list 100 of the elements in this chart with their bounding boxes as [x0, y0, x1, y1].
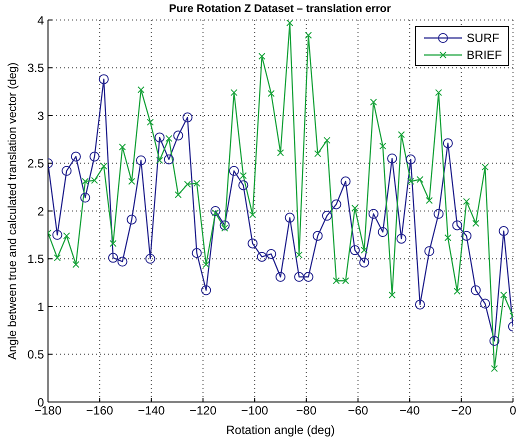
- point: [145, 254, 156, 264]
- point: [118, 144, 126, 151]
- point: [426, 196, 433, 204]
- point: [286, 20, 294, 26]
- point: [212, 209, 219, 216]
- point: [498, 226, 509, 236]
- y-tick-label: 2: [37, 204, 44, 218]
- point: [490, 365, 498, 372]
- point: [72, 260, 80, 268]
- point: [100, 162, 108, 170]
- point: [388, 292, 396, 299]
- point: [379, 142, 386, 150]
- point: [164, 154, 174, 164]
- y-tick-label: 2.5: [27, 156, 44, 171]
- point: [70, 152, 81, 162]
- point: [396, 234, 406, 244]
- point: [108, 252, 118, 263]
- point: [415, 300, 425, 310]
- point: [220, 220, 230, 230]
- point: [98, 74, 109, 84]
- y-tick-label: 1: [37, 300, 44, 314]
- point: [434, 208, 444, 219]
- y-tick-label: 3.5: [27, 61, 44, 76]
- point: [146, 118, 154, 126]
- point: [268, 90, 275, 98]
- point: [256, 252, 267, 262]
- point: [184, 180, 191, 188]
- point: [332, 277, 340, 284]
- point: [462, 230, 472, 241]
- point: [294, 272, 304, 282]
- point: [406, 154, 416, 164]
- point: [312, 230, 323, 241]
- chart-title: Pure Rotation Z Dataset – translation error: [168, 3, 392, 15]
- point: [470, 285, 481, 296]
- point: [322, 210, 332, 221]
- y-axis-title: Angle between true and calculated translation vector (deg): [7, 62, 20, 360]
- point: [482, 164, 489, 171]
- point: [342, 277, 350, 284]
- x-tick-label: −20: [451, 404, 472, 418]
- point: [229, 166, 239, 176]
- x-tick-label: −140: [138, 404, 166, 418]
- point: [454, 288, 461, 295]
- point: [240, 172, 247, 180]
- point: [284, 212, 295, 223]
- point: [202, 260, 210, 268]
- point: [304, 32, 312, 39]
- point: [174, 191, 182, 198]
- point: [63, 232, 70, 240]
- point: [248, 238, 258, 248]
- point: [90, 152, 100, 162]
- point: [110, 240, 117, 247]
- point: [472, 220, 480, 227]
- point: [435, 89, 442, 96]
- x-tick-label: −100: [241, 404, 269, 418]
- point: [156, 156, 164, 164]
- point: [277, 149, 284, 156]
- point: [221, 224, 228, 232]
- point: [266, 248, 276, 259]
- point: [500, 292, 508, 299]
- point: [444, 234, 452, 242]
- point: [52, 230, 62, 240]
- point: [80, 192, 90, 203]
- point: [276, 272, 286, 282]
- point: [201, 285, 212, 296]
- point: [238, 180, 248, 190]
- x-axis-title: Rotation angle (deg): [226, 423, 335, 437]
- point: [117, 256, 128, 267]
- point: [387, 153, 398, 164]
- point: [480, 298, 490, 309]
- point: [378, 227, 388, 238]
- point: [230, 89, 238, 96]
- x-tick-label: −80: [296, 404, 317, 418]
- legend-label: BRIEF: [466, 48, 502, 62]
- point: [359, 258, 370, 268]
- point: [182, 112, 192, 122]
- point: [91, 176, 98, 184]
- point: [54, 254, 61, 262]
- point: [463, 198, 470, 205]
- point: [193, 180, 200, 187]
- point: [303, 272, 314, 282]
- point: [249, 211, 256, 218]
- y-tick-label: 4: [37, 13, 44, 28]
- point: [351, 204, 358, 212]
- point: [258, 52, 266, 60]
- point: [82, 178, 89, 185]
- point: [324, 136, 330, 144]
- point: [368, 208, 378, 219]
- point: [154, 132, 165, 142]
- point: [398, 131, 405, 138]
- point: [210, 206, 220, 216]
- point: [62, 166, 72, 176]
- point: [128, 178, 136, 185]
- point: [452, 220, 462, 230]
- point: [126, 214, 137, 225]
- y-tick-label: 1.5: [27, 252, 44, 266]
- x-tick-label: −40: [399, 404, 420, 418]
- x-tick-label: −60: [348, 404, 368, 418]
- x-tick-label: −120: [189, 404, 217, 418]
- point: [314, 150, 322, 158]
- y-tick-label: 3: [37, 108, 44, 123]
